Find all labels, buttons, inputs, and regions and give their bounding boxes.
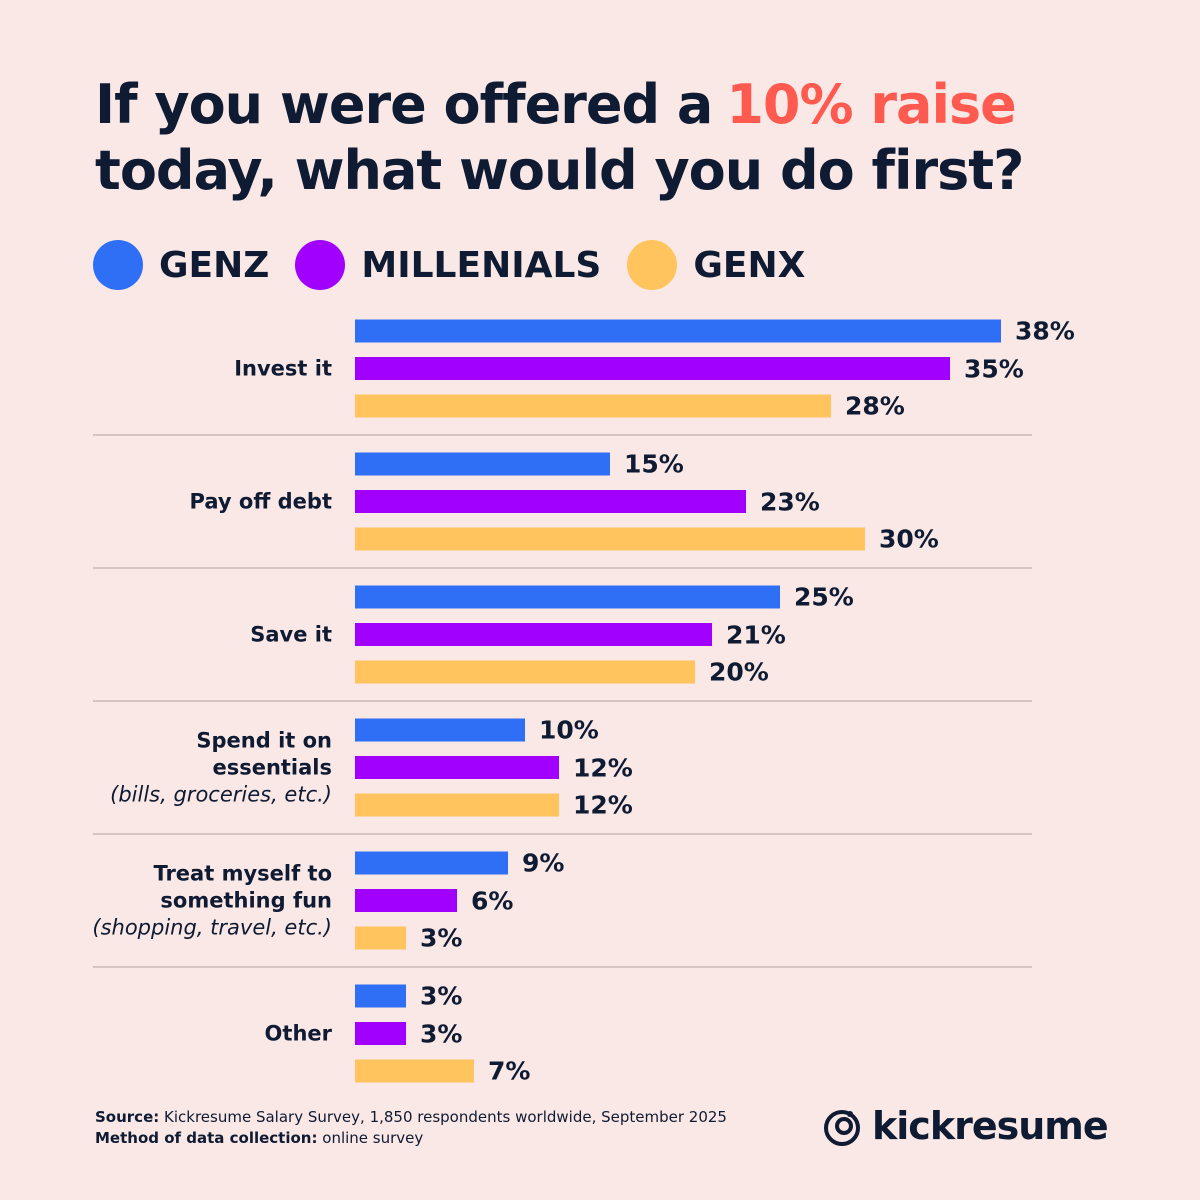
bar <box>355 660 695 684</box>
title-part: If you were offered a <box>95 73 713 136</box>
method: online survey <box>322 1129 424 1147</box>
legend-label: GENX <box>693 244 806 286</box>
bar <box>355 394 831 418</box>
bar <box>355 718 525 742</box>
bar <box>355 585 780 609</box>
category-label: Other <box>82 1020 332 1047</box>
value-label: 10% <box>539 715 599 745</box>
title-highlight: 10% raise <box>726 73 1016 136</box>
value-label: 38% <box>1015 316 1075 346</box>
method-label: Method of data collection: <box>95 1129 318 1147</box>
value-label: 30% <box>879 524 939 554</box>
value-label: 7% <box>488 1056 531 1086</box>
category-note: (shopping, travel, etc.) <box>92 915 332 939</box>
category-label: Spend it on essentials (bills, groceries,… <box>82 727 332 808</box>
bar <box>355 1022 406 1045</box>
bar <box>355 851 508 875</box>
legend-item: GENX <box>627 240 805 290</box>
title: If you were offered a 10% raise today, wha… <box>95 72 1024 204</box>
bar <box>355 889 457 912</box>
source: Kickresume Salary Survey, 1,850 responde… <box>164 1108 727 1126</box>
value-label: 3% <box>420 981 463 1011</box>
value-label: 3% <box>420 923 463 953</box>
value-label: 21% <box>726 620 786 649</box>
category-label: Invest it <box>82 355 332 382</box>
value-label: 12% <box>573 790 633 820</box>
legend-swatch <box>295 240 346 290</box>
legend-item: MILLENIALS <box>295 240 601 290</box>
brand: kickresume <box>820 1104 1109 1148</box>
legend: GENZ MILLENIALS GENX <box>93 240 831 290</box>
value-label: 20% <box>709 657 769 687</box>
bar <box>355 984 406 1008</box>
category-name: Treat myself to something fun <box>153 861 332 912</box>
category-name: Invest it <box>234 356 332 380</box>
logo-icon <box>824 1110 860 1146</box>
value-label: 3% <box>420 1019 463 1048</box>
value-label: 12% <box>573 753 633 782</box>
bar <box>355 490 746 513</box>
method-line: Method of data collection: online survey <box>95 1128 727 1149</box>
legend-label: GENZ <box>159 244 270 286</box>
bar <box>355 756 559 779</box>
brand-name: kickresume <box>872 1104 1109 1148</box>
source-line: Source: Kickresume Salary Survey, 1,850 … <box>95 1107 727 1128</box>
bar <box>355 1059 474 1083</box>
value-label: 25% <box>794 582 854 612</box>
bar <box>355 527 865 551</box>
category-label: Pay off debt <box>82 488 332 515</box>
bar <box>355 623 712 646</box>
value-label: 6% <box>471 886 514 915</box>
value-label: 15% <box>624 449 684 479</box>
category-note: (bills, groceries, etc.) <box>110 782 332 806</box>
value-label: 9% <box>522 848 565 878</box>
legend-swatch <box>93 240 143 290</box>
bar <box>355 452 610 476</box>
category-name: Spend it on essentials <box>196 728 332 779</box>
value-label: 23% <box>760 487 820 516</box>
category-label: Treat myself to something fun (shopping, … <box>82 860 332 941</box>
value-label: 35% <box>964 354 1024 383</box>
bar <box>355 793 559 817</box>
legend-swatch <box>627 240 678 290</box>
title-part: today, what would you do first? <box>95 139 1024 202</box>
bar <box>355 926 406 950</box>
category-label: Save it <box>82 621 332 648</box>
footer: Source: Kickresume Salary Survey, 1,850 … <box>95 1107 727 1149</box>
legend-item: GENZ <box>93 240 269 290</box>
bar <box>355 319 1001 343</box>
value-label: 28% <box>845 391 905 421</box>
category-name: Other <box>264 1021 332 1045</box>
legend-label: MILLENIALS <box>361 244 602 286</box>
source-label: Source: <box>95 1108 160 1126</box>
category-name: Save it <box>250 622 332 646</box>
bar <box>355 357 950 380</box>
category-name: Pay off debt <box>189 489 332 513</box>
